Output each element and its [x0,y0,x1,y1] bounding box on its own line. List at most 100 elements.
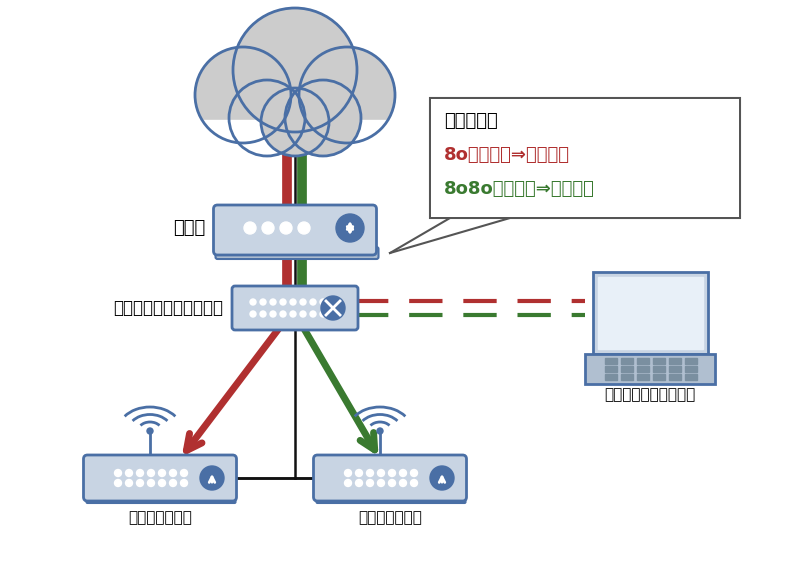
Text: 8o番ポート⇒ルータ１: 8o番ポート⇒ルータ１ [444,146,570,164]
Circle shape [147,428,153,434]
Bar [637,358,649,364]
Circle shape [280,311,286,317]
Text: 検証用ルータ２: 検証用ルータ２ [358,510,422,525]
Bar [669,374,681,380]
Circle shape [377,428,383,434]
Circle shape [366,480,374,487]
Circle shape [158,480,166,487]
Circle shape [355,469,362,476]
Circle shape [270,299,276,305]
Circle shape [114,480,122,487]
FancyBboxPatch shape [215,247,378,259]
Bar [669,358,681,364]
Bar [605,358,617,364]
Circle shape [320,299,326,305]
Circle shape [310,299,316,305]
Bar [621,374,633,380]
Circle shape [300,311,306,317]
Circle shape [290,299,296,305]
Circle shape [300,299,306,305]
Circle shape [260,299,266,305]
Circle shape [260,311,266,317]
Circle shape [250,299,256,305]
Bar [598,277,702,349]
Circle shape [147,469,154,476]
Circle shape [137,469,143,476]
Circle shape [290,311,296,317]
Circle shape [298,222,310,234]
Bar [431,99,739,217]
FancyBboxPatch shape [317,494,466,503]
Circle shape [310,311,316,317]
Circle shape [229,80,305,156]
Circle shape [410,469,418,476]
Bar [653,358,665,364]
Bar [621,358,633,364]
FancyBboxPatch shape [214,205,377,255]
Circle shape [389,480,395,487]
Bar [637,374,649,380]
Circle shape [270,311,276,317]
Circle shape [280,299,286,305]
Text: 転送ルール: 転送ルール [444,112,498,130]
FancyBboxPatch shape [86,494,235,503]
Circle shape [158,469,166,476]
Circle shape [181,480,187,487]
Bar [669,366,681,372]
Circle shape [262,222,274,234]
Circle shape [399,480,406,487]
Bar [637,366,649,372]
Circle shape [378,480,385,487]
Circle shape [250,311,256,317]
Circle shape [320,311,326,317]
Circle shape [430,466,454,490]
Bar [185,120,405,165]
Circle shape [285,80,361,156]
Circle shape [399,469,406,476]
Circle shape [299,47,395,143]
FancyBboxPatch shape [585,354,715,384]
Circle shape [195,47,291,143]
Circle shape [366,469,374,476]
FancyBboxPatch shape [314,455,466,501]
FancyBboxPatch shape [83,455,237,501]
Circle shape [170,469,177,476]
Circle shape [170,480,177,487]
Bar [605,366,617,372]
Circle shape [280,222,292,234]
Bar [430,98,740,218]
Circle shape [410,480,418,487]
Circle shape [355,480,362,487]
Circle shape [147,480,154,487]
Circle shape [114,469,122,476]
Bar [605,374,617,380]
Circle shape [378,469,385,476]
Circle shape [233,8,357,132]
Circle shape [345,469,351,476]
Circle shape [321,296,345,320]
FancyBboxPatch shape [232,286,358,330]
Circle shape [389,469,395,476]
Text: パケットキャプチャ機: パケットキャプチャ機 [604,387,696,402]
Circle shape [126,469,133,476]
Text: 検証用ルータ１: 検証用ルータ１ [128,510,192,525]
Circle shape [181,469,187,476]
Bar [653,366,665,372]
Circle shape [137,480,143,487]
Circle shape [285,80,361,156]
Bar [685,374,697,380]
Bar [685,358,697,364]
Circle shape [200,466,224,490]
Bar [685,366,697,372]
Bar [621,366,633,372]
FancyBboxPatch shape [593,272,707,354]
Text: ミラーリング用スイッチ: ミラーリング用スイッチ [113,299,223,317]
Circle shape [261,88,329,156]
Text: モデム: モデム [173,219,205,237]
Circle shape [336,214,364,242]
Circle shape [244,222,256,234]
Bar [653,374,665,380]
Circle shape [126,480,133,487]
Circle shape [261,88,329,156]
Circle shape [345,480,351,487]
